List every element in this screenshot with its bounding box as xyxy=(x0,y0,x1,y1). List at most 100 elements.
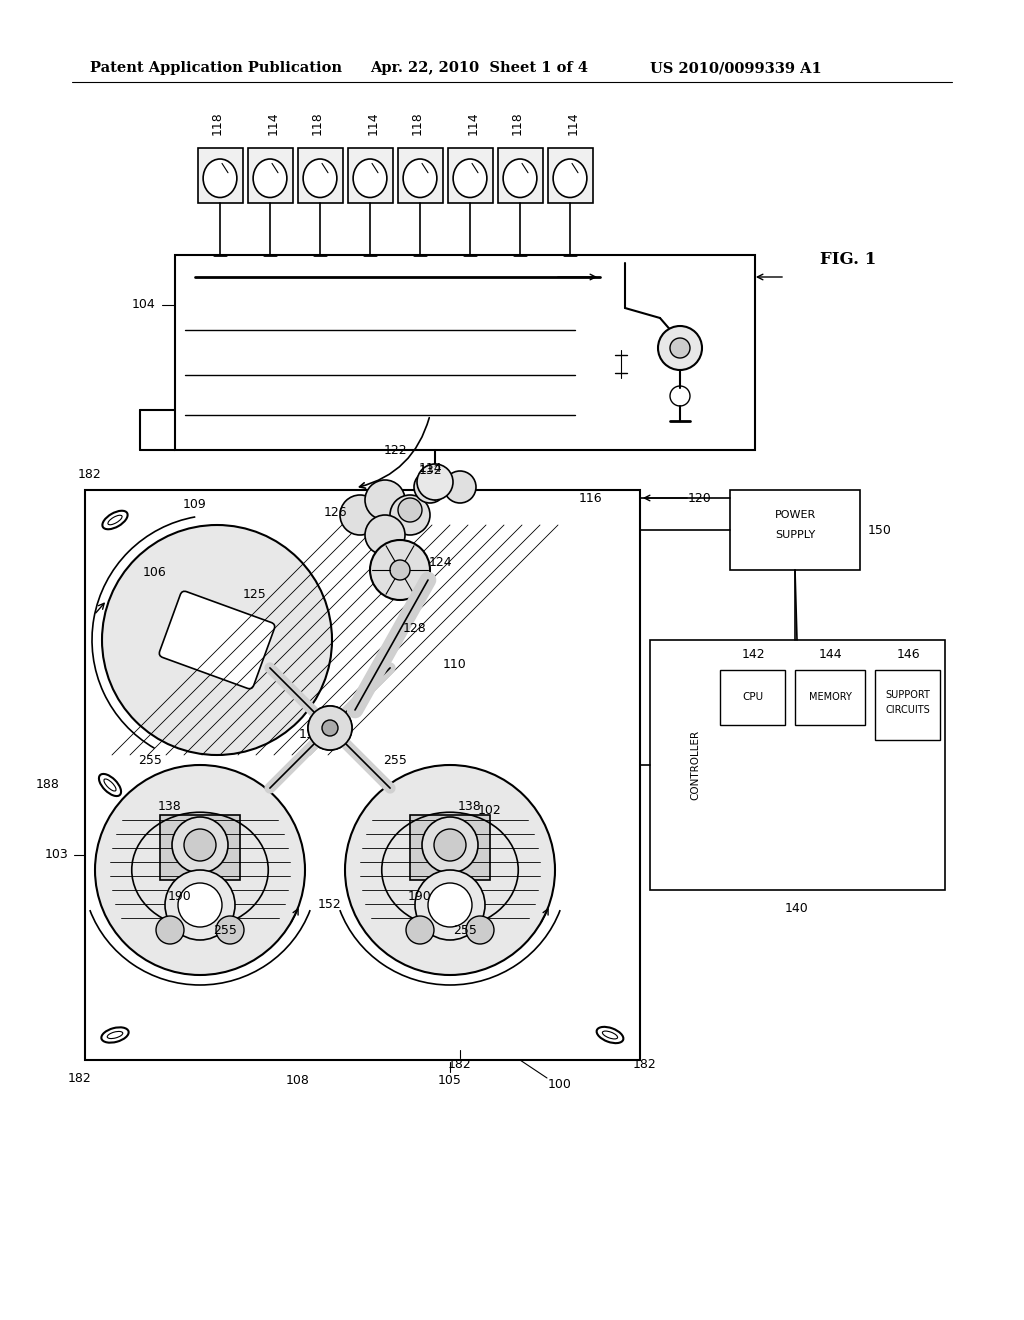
Text: 182: 182 xyxy=(78,469,101,482)
Ellipse shape xyxy=(602,1031,617,1039)
Circle shape xyxy=(370,540,430,601)
Ellipse shape xyxy=(253,158,287,198)
Ellipse shape xyxy=(454,158,486,198)
Text: 146: 146 xyxy=(896,648,920,661)
Ellipse shape xyxy=(102,511,128,529)
Bar xyxy=(449,148,493,203)
Bar xyxy=(348,148,393,203)
Text: SUPPLY: SUPPLY xyxy=(775,531,815,540)
Text: 114: 114 xyxy=(266,111,280,135)
Circle shape xyxy=(165,870,234,940)
Text: 125: 125 xyxy=(243,589,267,602)
Text: 150: 150 xyxy=(868,524,892,536)
Text: 255: 255 xyxy=(138,754,162,767)
Text: 114: 114 xyxy=(467,111,479,135)
Bar xyxy=(874,671,940,741)
Text: 112: 112 xyxy=(298,729,322,742)
Bar xyxy=(248,148,293,203)
Ellipse shape xyxy=(104,779,116,791)
Text: 118: 118 xyxy=(211,111,223,135)
Text: CIRCUITS: CIRCUITS xyxy=(886,705,931,715)
Text: CONTROLLER: CONTROLLER xyxy=(690,730,700,800)
Text: 116: 116 xyxy=(579,491,602,504)
Text: 255: 255 xyxy=(383,754,407,767)
Bar xyxy=(730,490,860,570)
Bar xyxy=(650,640,945,890)
Text: 255: 255 xyxy=(213,924,237,936)
Text: 100: 100 xyxy=(548,1078,572,1092)
Text: 118: 118 xyxy=(411,111,424,135)
Bar xyxy=(720,671,785,725)
Text: 255: 255 xyxy=(453,924,477,936)
Circle shape xyxy=(308,706,352,750)
Text: 182: 182 xyxy=(633,1059,656,1072)
Text: POWER: POWER xyxy=(774,510,816,520)
Text: 188: 188 xyxy=(36,779,60,792)
Circle shape xyxy=(406,916,434,944)
Text: 138: 138 xyxy=(458,800,482,813)
Text: 182: 182 xyxy=(69,1072,92,1085)
Bar xyxy=(410,814,490,880)
Text: 182: 182 xyxy=(449,1059,472,1072)
Circle shape xyxy=(95,766,305,975)
Ellipse shape xyxy=(553,158,587,198)
Text: 190: 190 xyxy=(168,891,191,903)
Text: SUPPORT: SUPPORT xyxy=(886,690,931,700)
Text: 114: 114 xyxy=(367,111,380,135)
Circle shape xyxy=(390,495,430,535)
Circle shape xyxy=(414,471,446,503)
Text: Apr. 22, 2010  Sheet 1 of 4: Apr. 22, 2010 Sheet 1 of 4 xyxy=(370,61,588,75)
Text: 124: 124 xyxy=(428,557,452,569)
Ellipse shape xyxy=(303,158,337,198)
Circle shape xyxy=(345,766,555,975)
Text: 105: 105 xyxy=(438,1073,462,1086)
Ellipse shape xyxy=(353,158,387,198)
Text: 102: 102 xyxy=(478,804,502,817)
Text: 118: 118 xyxy=(511,111,523,135)
Circle shape xyxy=(184,829,216,861)
Circle shape xyxy=(434,829,466,861)
Text: 108: 108 xyxy=(286,1073,310,1086)
Circle shape xyxy=(308,706,352,750)
Circle shape xyxy=(365,480,406,520)
Circle shape xyxy=(102,525,332,755)
Circle shape xyxy=(417,465,453,500)
Text: 142: 142 xyxy=(741,648,765,661)
Ellipse shape xyxy=(99,774,121,796)
Circle shape xyxy=(172,817,228,873)
Text: US 2010/0099339 A1: US 2010/0099339 A1 xyxy=(650,61,821,75)
Text: 144: 144 xyxy=(818,648,842,661)
Bar xyxy=(85,490,640,1060)
Text: CPU: CPU xyxy=(742,692,764,702)
Circle shape xyxy=(390,560,410,579)
Bar xyxy=(298,148,343,203)
Text: 110: 110 xyxy=(443,659,467,672)
Ellipse shape xyxy=(597,1027,624,1043)
Circle shape xyxy=(658,326,702,370)
Bar xyxy=(548,148,593,203)
Text: 104: 104 xyxy=(131,298,155,312)
Bar xyxy=(795,671,865,725)
Text: 106: 106 xyxy=(143,565,167,578)
Ellipse shape xyxy=(503,158,537,198)
Circle shape xyxy=(415,870,485,940)
Bar xyxy=(198,148,243,203)
Ellipse shape xyxy=(101,1027,129,1043)
Text: FIG. 1: FIG. 1 xyxy=(820,252,877,268)
Circle shape xyxy=(216,916,244,944)
Ellipse shape xyxy=(203,158,237,198)
Bar xyxy=(160,814,240,880)
Text: 138: 138 xyxy=(158,800,182,813)
Text: 140: 140 xyxy=(785,902,809,915)
Circle shape xyxy=(340,495,380,535)
Text: 120: 120 xyxy=(688,491,712,504)
FancyBboxPatch shape xyxy=(160,591,274,689)
Text: 190: 190 xyxy=(409,891,432,903)
Ellipse shape xyxy=(403,158,437,198)
Circle shape xyxy=(444,471,476,503)
Circle shape xyxy=(422,817,478,873)
Text: 122: 122 xyxy=(383,444,407,457)
Text: 114: 114 xyxy=(418,462,441,474)
Bar xyxy=(175,255,755,450)
Text: 128: 128 xyxy=(403,622,427,635)
